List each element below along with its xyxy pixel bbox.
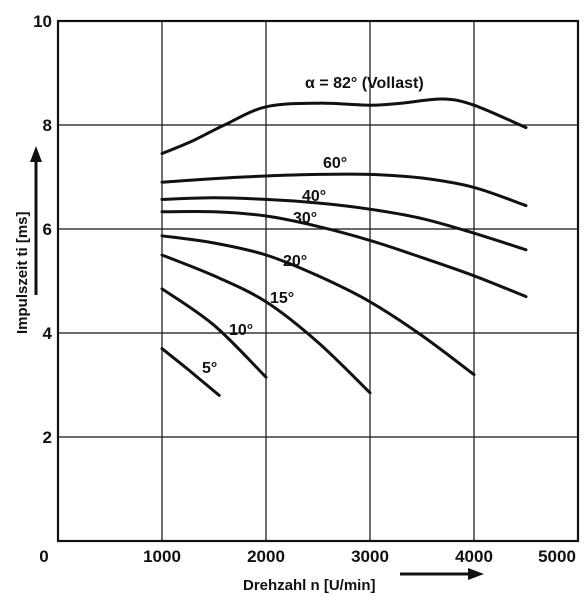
x-tick-label: 3000 [351,547,389,566]
curve-label-40: 40° [302,188,326,205]
plot-frame [56,19,580,543]
curve-label-30: 30° [293,210,317,227]
y-tick-label: 4 [43,324,53,343]
y-axis-arrowhead [30,146,42,162]
curve-label-60: 60° [323,155,347,172]
curve-label-82: α = 82° (Vollast) [305,75,424,92]
x-axis-label: Drehzahl n [U/min] [243,577,376,594]
curve-label-10: 10° [229,322,253,339]
grid [56,19,580,543]
x-tick-label: 4000 [455,547,493,566]
y-axis-label: Impulszeit ti [ms] [14,211,31,334]
series-line-6 [160,287,268,379]
series-line-5 [160,253,372,395]
series-line-3 [160,209,528,299]
series-line-1 [160,172,528,208]
curve-label-15: 15° [270,290,294,307]
x-tick-label: 0 [39,547,48,566]
y-tick-label: 8 [43,116,52,135]
x-tick-label: 5000 [538,547,576,566]
series-line-2 [160,196,528,252]
curves [160,97,528,397]
y-tick-label: 6 [43,220,52,239]
tick-labels: 0 1000 2000 3000 4000 5000 2 4 6 8 10 [33,12,576,566]
series-line-7 [160,347,221,397]
curve-label-5: 5° [202,360,217,377]
series-line-0 [160,97,528,156]
series-line-4 [160,234,476,377]
curve-label-20: 20° [283,253,307,270]
x-tick-label: 1000 [143,547,181,566]
x-tick-label: 2000 [247,547,285,566]
y-tick-label: 10 [33,12,52,31]
y-tick-label: 2 [43,428,52,447]
x-axis-arrowhead [468,568,484,580]
